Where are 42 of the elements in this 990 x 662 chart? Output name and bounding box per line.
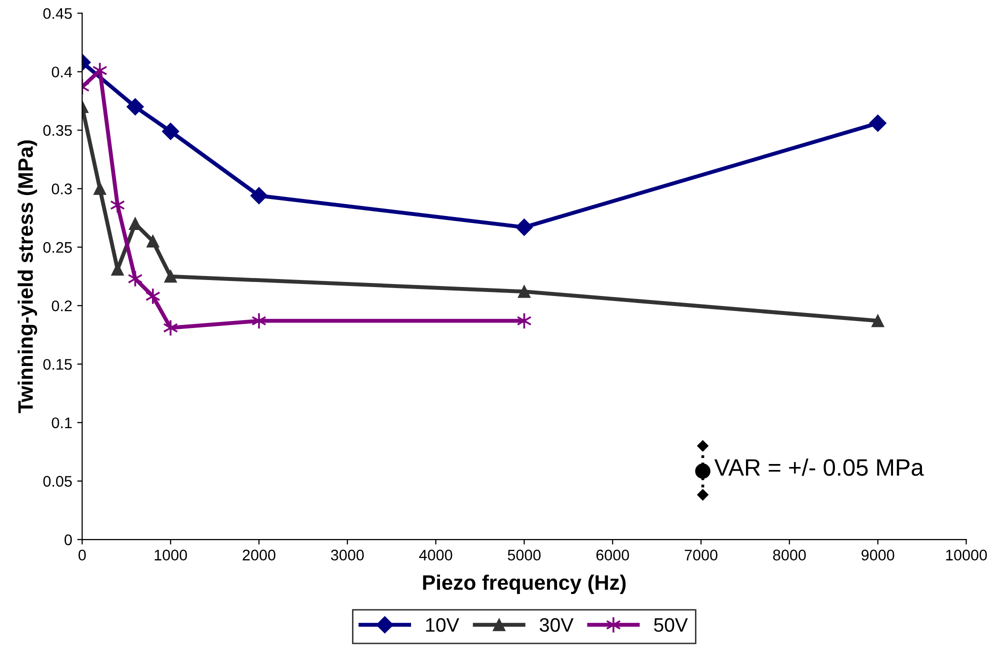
point xyxy=(92,62,108,80)
point xyxy=(163,319,178,336)
x-tick-label: 9000 xyxy=(862,550,894,560)
point xyxy=(145,288,160,305)
point xyxy=(162,122,180,140)
point xyxy=(94,182,106,195)
x-tick-label: 8000 xyxy=(773,550,806,560)
y-tick-label: 0.45 xyxy=(43,8,72,19)
y-tick-label: 0.05 xyxy=(43,476,72,487)
y-tick-label: 0.2 xyxy=(52,300,72,312)
point xyxy=(164,270,177,283)
y-tick-label: 0.4 xyxy=(52,66,72,78)
y-tick-label: 0.15 xyxy=(43,358,72,370)
point xyxy=(146,235,160,248)
x-tick-label: 2000 xyxy=(242,550,276,560)
x-tick-label: 10000 xyxy=(946,550,987,560)
point xyxy=(251,312,267,330)
y-axis-title: Twinning-yield stress (MPa) xyxy=(18,140,38,414)
point xyxy=(128,218,142,230)
point xyxy=(518,285,530,298)
x-tick-label: 0 xyxy=(78,550,86,560)
y-tick-label: 0.1 xyxy=(52,417,72,428)
point xyxy=(516,218,533,236)
x-tick-label: 5000 xyxy=(508,550,541,560)
legend-label: 10V xyxy=(426,618,460,632)
point xyxy=(869,114,886,132)
point xyxy=(250,187,268,204)
x-tick-label: 7000 xyxy=(684,550,718,560)
x-tick-label: 6000 xyxy=(596,550,630,560)
y-tick-label: 0.3 xyxy=(52,184,72,194)
x-tick-label: 1000 xyxy=(154,550,187,560)
y-tick-label: 0.35 xyxy=(43,125,72,136)
y-tick-label: 0 xyxy=(64,534,72,546)
x-axis-title: Piezo frequency (Hz) xyxy=(423,574,626,594)
point xyxy=(872,314,884,328)
legend-label: 30V xyxy=(540,618,574,632)
annotation: VAR = +/- 0.05 MPa xyxy=(714,458,924,476)
x-tick-label: 3000 xyxy=(330,550,364,560)
legend-label: 50V xyxy=(654,618,688,632)
x-tick-label: 4000 xyxy=(419,550,452,560)
y-tick-label: 0.25 xyxy=(43,242,72,253)
point xyxy=(126,98,144,116)
